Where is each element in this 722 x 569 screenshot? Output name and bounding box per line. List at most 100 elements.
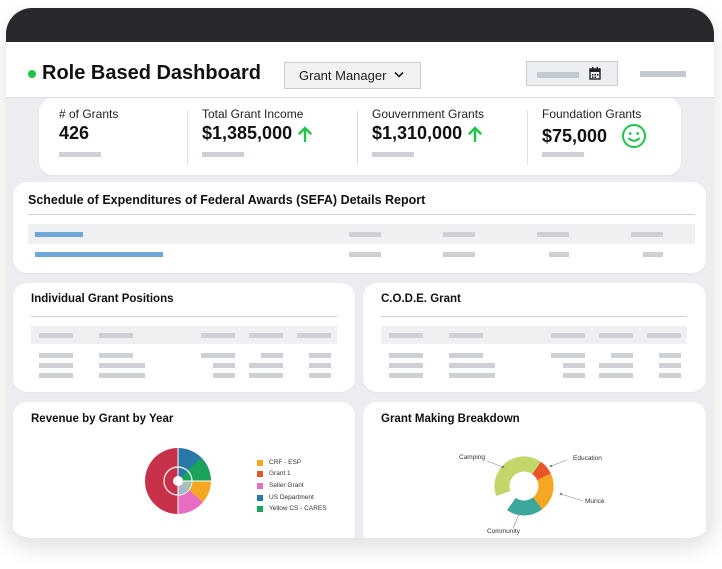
table-cell xyxy=(389,373,423,378)
kpi-placeholder-bar xyxy=(59,152,101,157)
kpi-placeholder-bar xyxy=(372,152,414,157)
kpi-placeholder-bar xyxy=(202,152,244,157)
date-picker[interactable] xyxy=(526,61,618,86)
kpi-value: 426 xyxy=(59,123,90,143)
table-cell xyxy=(443,252,475,257)
table-header-cell xyxy=(631,232,663,237)
table-cell xyxy=(549,252,569,257)
up-arrow-icon xyxy=(298,125,312,142)
kpi-divider xyxy=(527,110,528,165)
table-cell xyxy=(449,373,495,378)
table-cell xyxy=(599,373,633,378)
dashboard-frame: Role Based Dashboard Grant Manager # of … xyxy=(6,8,714,538)
smiley-icon xyxy=(622,124,647,148)
table-cell xyxy=(213,373,235,378)
table-link[interactable] xyxy=(35,232,83,237)
table-header-cell xyxy=(647,333,681,338)
chart-segment xyxy=(145,448,178,514)
kpi-label: Foundation Grants xyxy=(542,107,642,121)
legend-item: Yellow CS - CARES xyxy=(257,505,327,512)
up-arrow-icon xyxy=(468,125,482,142)
legend-item: Seller Grant xyxy=(257,482,304,489)
legend-item: CRF - ESP xyxy=(257,459,301,466)
chart-segment xyxy=(494,456,554,516)
table-header-cell xyxy=(249,333,283,338)
role-select[interactable]: Grant Manager xyxy=(284,62,421,89)
table-header-row xyxy=(31,326,337,344)
table-cell xyxy=(643,252,663,257)
kpi-label: # of Grants xyxy=(59,107,119,121)
divider xyxy=(31,316,337,317)
table-cell xyxy=(449,353,483,358)
header-placeholder-text xyxy=(640,71,686,77)
divider xyxy=(28,214,695,215)
kpi-value: $1,310,000 xyxy=(372,123,482,144)
card-title: C.O.D.E. Grant xyxy=(381,293,461,305)
card-title: Grant Making Breakdown xyxy=(381,413,520,425)
chart-segment-label: Education xyxy=(573,455,602,462)
table-cell xyxy=(99,373,145,378)
role-select-value: Grant Manager xyxy=(299,68,387,83)
table-cell xyxy=(309,353,331,358)
table-cell xyxy=(659,373,681,378)
kpi-value: $1,385,000 xyxy=(202,123,312,144)
kpi-label: Total Grant Income xyxy=(202,107,304,121)
table-cell xyxy=(551,353,585,358)
table-header-row xyxy=(381,326,687,344)
table-header-cell xyxy=(39,333,73,338)
chart-segment-label: Community xyxy=(487,528,520,535)
legend-item: Grant 1 xyxy=(257,470,291,477)
revenue-chart-card: Revenue by Grant by Year CRF - ESP Grant… xyxy=(13,402,355,538)
table-cell xyxy=(309,373,331,378)
table-cell xyxy=(309,363,331,368)
table-cell xyxy=(261,353,283,358)
table-cell xyxy=(249,363,283,368)
table-cell xyxy=(349,252,381,257)
table-header-cell xyxy=(389,333,423,338)
chevron-down-icon xyxy=(394,71,404,78)
card-title: Revenue by Grant by Year xyxy=(31,413,174,425)
chart-segment-label: Murice xyxy=(585,498,605,505)
window-top-bar xyxy=(6,8,714,42)
table-cell xyxy=(99,353,133,358)
table-header-cell xyxy=(449,333,483,338)
dashboard-header: Role Based Dashboard Grant Manager xyxy=(6,42,714,98)
kpi-value: $75,000 xyxy=(542,123,647,149)
sunburst-chart xyxy=(145,448,211,514)
table-cell xyxy=(99,363,145,368)
table-header-cell xyxy=(443,232,475,237)
table-cell xyxy=(39,353,73,358)
table-cell xyxy=(599,363,633,368)
card-title: Individual Grant Positions xyxy=(31,293,174,305)
table-cell xyxy=(39,363,73,368)
donut-chart xyxy=(486,456,584,529)
grant-making-card: Grant Making Breakdown Camping Education… xyxy=(363,402,706,538)
table-header-cell xyxy=(599,333,633,338)
individual-positions-card: Individual Grant Positions xyxy=(13,283,355,392)
table-header-cell xyxy=(551,333,585,338)
calendar-icon xyxy=(589,67,601,80)
table-cell xyxy=(213,363,235,368)
table-cell xyxy=(389,363,423,368)
table-link[interactable] xyxy=(35,252,163,257)
chart-segment-label: Camping xyxy=(459,454,486,461)
page-title: Role Based Dashboard xyxy=(42,62,261,84)
status-dot-icon xyxy=(28,70,36,78)
table-header-cell xyxy=(201,333,235,338)
table-cell xyxy=(201,353,235,358)
chart-segment xyxy=(178,458,211,481)
table-cell xyxy=(659,363,681,368)
chart-segment xyxy=(494,456,554,516)
table-cell xyxy=(39,373,73,378)
table-header-cell xyxy=(349,232,381,237)
kpi-summary-card: # of Grants 426 Total Grant Income $1,38… xyxy=(39,98,681,175)
kpi-divider xyxy=(187,110,188,165)
kpi-label: Gouvernment Grants xyxy=(372,107,485,121)
table-cell xyxy=(389,353,423,358)
table-cell xyxy=(249,373,283,378)
table-header-cell xyxy=(99,333,133,338)
table-cell xyxy=(611,353,633,358)
sefa-report-card: Schedule of Expenditures of Federal Awar… xyxy=(13,182,706,273)
legend-item: US Department xyxy=(257,494,314,501)
card-title: Schedule of Expenditures of Federal Awar… xyxy=(28,193,426,207)
